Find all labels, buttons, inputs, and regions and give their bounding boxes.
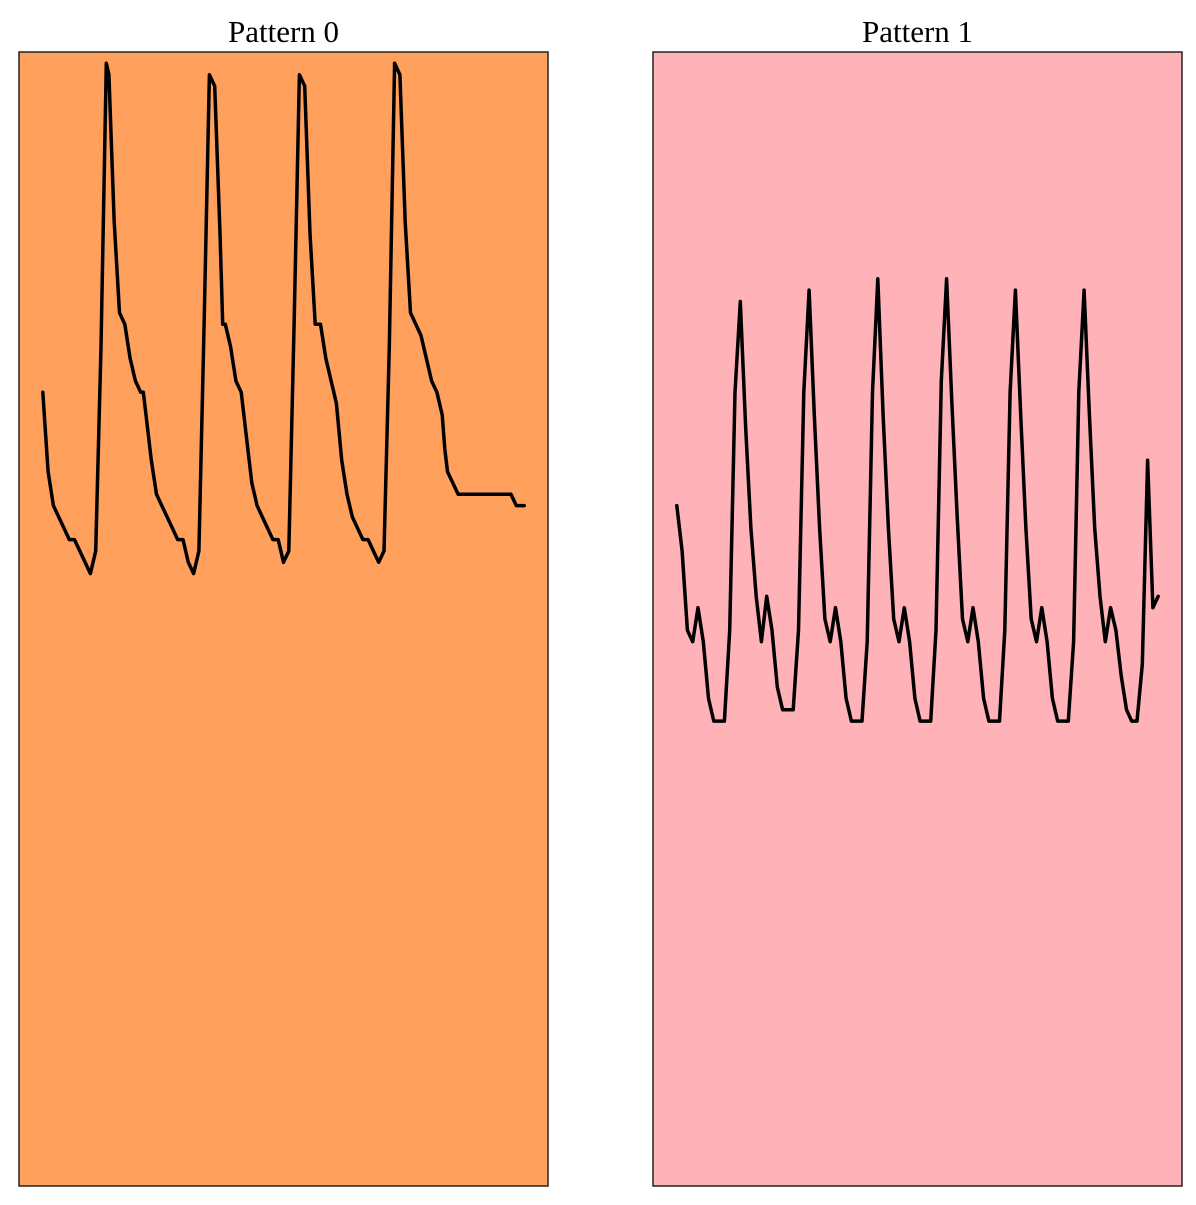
chart-panel-pattern-0: Pattern 0 [18,14,549,1187]
series-line [41,61,526,576]
chart-title: Pattern 0 [228,14,339,49]
series-line [675,277,1160,723]
plot-area [652,51,1183,1187]
chart-title: Pattern 1 [862,14,973,49]
plot-area [18,51,549,1187]
chart-panel-pattern-1: Pattern 1 [652,14,1183,1187]
